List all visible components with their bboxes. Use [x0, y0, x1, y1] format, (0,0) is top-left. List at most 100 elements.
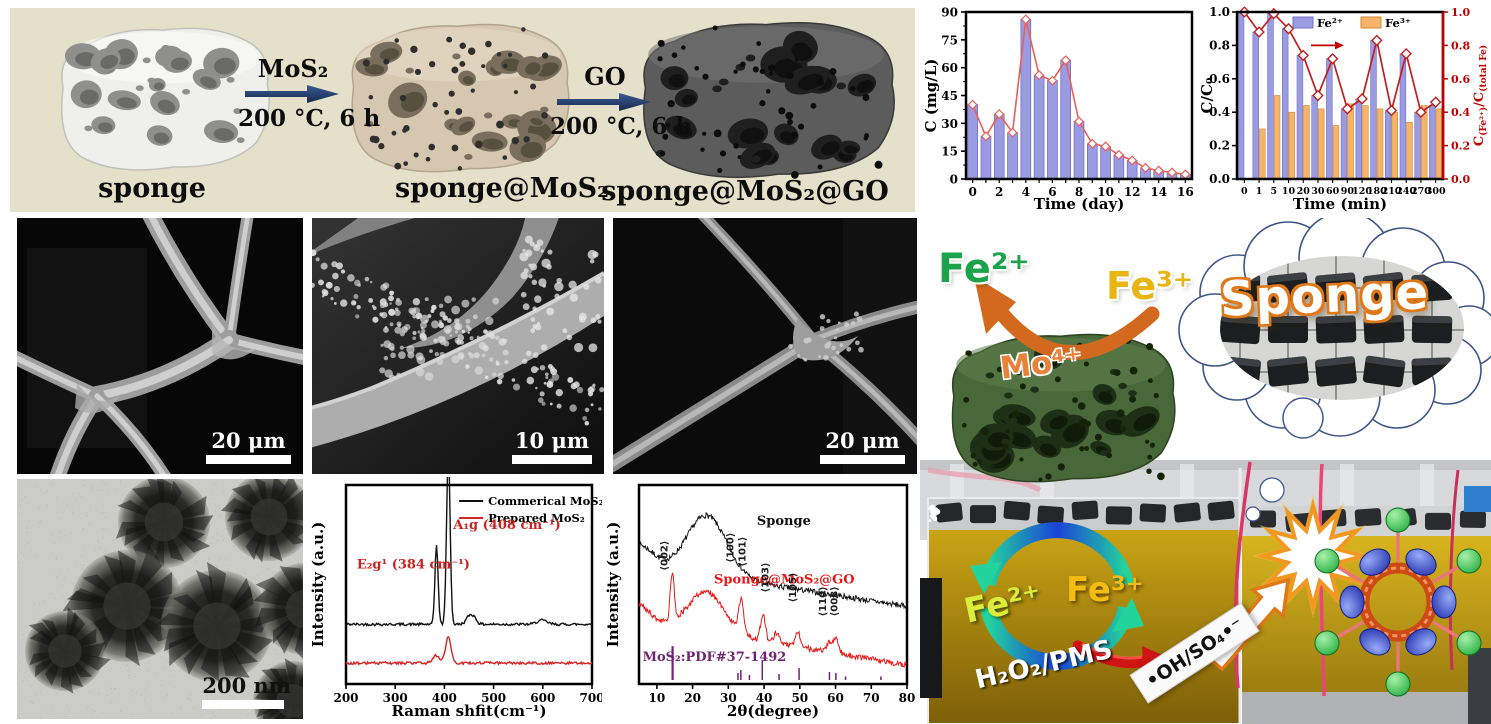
chart1-canvas: 0 15 30 45 60 75 90 0 2 4 6 8 10 12 14 16 Time (day) C (m…: [922, 6, 1194, 214]
raman-canvas: 200 300 400 500 600 700 Raman shfit(cm⁻¹) Inten…: [310, 477, 602, 720]
svg-text:700: 700: [579, 691, 602, 705]
sponge-mos2-go-step-label: sponge@MoS₂@GO: [601, 176, 889, 207]
svg-text:270: 270: [1411, 186, 1431, 197]
svg-text:10: 10: [1097, 185, 1114, 199]
scale-bar-label: 200 nm: [202, 673, 291, 698]
svg-text:0.0: 0.0: [1451, 173, 1470, 186]
svg-text:Intensity (a.u.): Intensity (a.u.): [310, 522, 327, 648]
chart-xrd-patterns: 10 20 30 40 50 60 70 80 2θ(degree) Intensity (a.u…: [605, 477, 915, 724]
reaction-arrow-icon: [557, 93, 651, 111]
svg-text:50: 50: [791, 691, 808, 705]
svg-text:0.2: 0.2: [1451, 140, 1470, 153]
chart-raman-spectra: 200 300 400 500 600 700 Raman shfit(cm⁻¹) Inten…: [310, 477, 602, 724]
svg-text:⟨100⟩: ⟨100⟩: [725, 533, 736, 563]
svg-text:⟨002⟩: ⟨002⟩: [660, 541, 671, 571]
svg-text:200: 200: [333, 691, 358, 705]
svg-text:180: 180: [1367, 186, 1387, 197]
svg-text:30: 30: [941, 117, 958, 131]
scale-bar: 20 μm: [206, 430, 291, 464]
svg-text:⟨105⟩: ⟨105⟩: [788, 572, 799, 602]
svg-text:20: 20: [684, 691, 701, 705]
scale-bar: 200 nm: [202, 675, 291, 709]
svg-text:Time (min): Time (min): [1293, 195, 1387, 213]
svg-text:C/C₀: C/C₀: [1200, 77, 1216, 113]
svg-text:⟨101⟩: ⟨101⟩: [737, 537, 748, 567]
sponge-cloud-label: Sponge: [1219, 264, 1430, 328]
svg-text:15: 15: [941, 145, 958, 159]
svg-text:0.6: 0.6: [1451, 73, 1470, 86]
sem-image-2-canvas: [312, 218, 604, 474]
svg-text:14: 14: [1150, 185, 1167, 199]
chart-concentration-vs-time: 0 15 30 45 60 75 90 0 2 4 6 8 10 12 14 16 Time (day) C (m…: [922, 3, 1200, 216]
svg-text:120: 120: [1352, 186, 1372, 197]
svg-text:Time (day): Time (day): [1034, 195, 1125, 213]
svg-text:60: 60: [827, 691, 844, 705]
svg-text:10: 10: [649, 691, 666, 705]
reagent-label: MoS₂: [257, 54, 329, 83]
svg-text:75: 75: [941, 33, 958, 47]
svg-text:90: 90: [941, 6, 958, 20]
svg-text:16: 16: [1177, 185, 1194, 199]
svg-text:Prepared MoS₂: Prepared MoS₂: [488, 511, 585, 525]
svg-text:8: 8: [1075, 185, 1083, 199]
sponge-mos2-step-label: sponge@MoS₂: [395, 173, 609, 204]
svg-text:MoS₂:PDF#37-1492: MoS₂:PDF#37-1492: [643, 650, 787, 665]
svg-text:0.2: 0.2: [1209, 139, 1230, 153]
svg-text:0.8: 0.8: [1451, 39, 1470, 52]
svg-text:0.0: 0.0: [1209, 172, 1230, 186]
mechanism-canvas: [920, 211, 1491, 724]
svg-text:240: 240: [1396, 186, 1416, 197]
svg-text:Raman shfit(cm⁻¹): Raman shfit(cm⁻¹): [391, 702, 546, 720]
sponge-mos2-illustration: [351, 23, 570, 173]
svg-text:A₁g (408 cm⁻¹): A₁g (408 cm⁻¹): [452, 518, 561, 533]
conditions-label: 200 °C, 6 h: [238, 105, 381, 132]
svg-text:210: 210: [1382, 186, 1402, 197]
sem-image-sponge: 20 μm: [17, 218, 303, 474]
svg-text:6: 6: [1048, 185, 1056, 199]
svg-text:80: 80: [899, 691, 915, 705]
chart-fe-speciation: 0.0 0.0 0.2 0.2 0.4 0.4 0.6 0.6 0.8 0.8 1.0 1.0 0 1 5 1…: [1200, 3, 1491, 216]
reaction-step-1: MoS₂ 200 °C, 6 h: [238, 54, 381, 132]
svg-text:2θ(degree): 2θ(degree): [727, 702, 819, 720]
xrd-canvas: 10 20 30 40 50 60 70 80 2θ(degree) Intensity (a.u…: [605, 483, 915, 720]
scale-bar-line: [202, 700, 285, 709]
scale-bar-line: [206, 455, 291, 464]
sponge-illustration: [61, 27, 270, 171]
svg-text:Fe³⁺: Fe³⁺: [1385, 16, 1411, 30]
reagent-label: GO: [584, 62, 626, 91]
sem-image-sponge-mos2: 10 μm: [312, 218, 604, 474]
synthesis-scheme-panel: MoS₂ 200 °C, 6 h GO 200 °C, 6 h sponge s…: [10, 8, 915, 212]
scale-bar: 20 μm: [820, 430, 905, 464]
svg-text:70: 70: [863, 691, 880, 705]
svg-text:60: 60: [1326, 186, 1340, 197]
svg-text:40: 40: [756, 691, 773, 705]
chart2-canvas: 0.0 0.00.2 0.20.4 0.40.6 0.60.8 0.81.0 1.00 1 5 1…: [1200, 5, 1489, 213]
svg-text:⟨008⟩: ⟨008⟩: [830, 586, 841, 616]
scale-bar-label: 20 μm: [825, 428, 900, 453]
reaction-step-2: GO 200 °C, 6 h: [550, 62, 692, 140]
svg-text:12: 12: [1124, 185, 1141, 199]
svg-text:400: 400: [432, 691, 457, 705]
svg-text:600: 600: [530, 691, 555, 705]
sem-image-3-canvas: [613, 218, 917, 474]
svg-text:300: 300: [383, 691, 408, 705]
svg-text:2: 2: [995, 185, 1003, 199]
tem-image-mos2-nanoflowers: 200 nm: [17, 479, 303, 719]
svg-text:⟨110⟩: ⟨110⟩: [818, 586, 829, 616]
svg-text:Commerical MoS₂: Commerical MoS₂: [488, 494, 602, 508]
sponge-step-label: sponge: [98, 173, 206, 204]
svg-text:20: 20: [1297, 186, 1311, 197]
svg-text:Fe²⁺: Fe²⁺: [1317, 16, 1343, 30]
mechanism-panel: Fe²⁺ Fe³⁺ Mo⁴⁺ Sponge Fe²⁺ Fe³⁺ H₂O₂/PMS…: [920, 211, 1491, 724]
sem-image-sponge-mos2-go: 20 μm: [613, 218, 917, 474]
svg-text:C(Fe²⁺)/C(total Fe): C(Fe²⁺)/C(total Fe): [1472, 45, 1489, 146]
svg-text:0.6: 0.6: [1209, 72, 1230, 86]
tem-image-canvas: [17, 479, 303, 719]
svg-text:C (mg/L): C (mg/L): [922, 59, 940, 133]
fe2-release-label: Fe²⁺: [938, 246, 1030, 292]
svg-text:45: 45: [941, 89, 958, 103]
sponge-mos2-go-illustration: [643, 21, 895, 179]
svg-text:1: 1: [1256, 186, 1263, 197]
scale-bar-label: 10 μm: [514, 428, 590, 453]
scale-bar-line: [512, 455, 592, 464]
